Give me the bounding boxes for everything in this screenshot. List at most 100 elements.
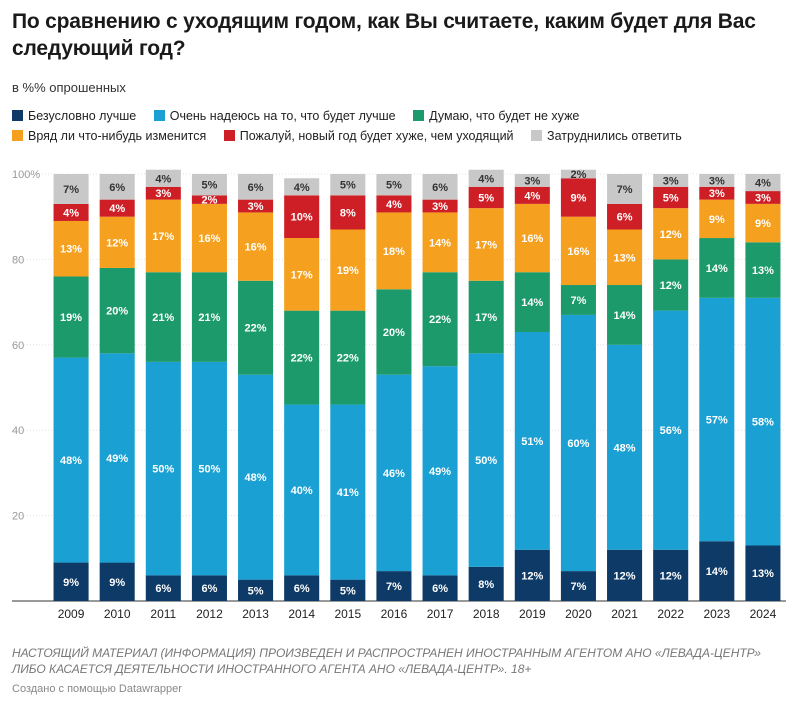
- data-label: 14%: [521, 297, 543, 309]
- data-label: 16%: [245, 242, 267, 254]
- bar-segment: [468, 169, 504, 187]
- bar-segment: [99, 267, 135, 354]
- chart-subtitle: в %% опрошенных: [12, 80, 126, 95]
- bar-segment: [145, 169, 181, 187]
- data-label: 40%: [291, 485, 313, 497]
- data-label: 6%: [432, 583, 448, 595]
- legend-swatch: [531, 130, 543, 141]
- x-tick-label: 2010: [104, 607, 131, 621]
- data-label: 7%: [617, 184, 633, 196]
- data-label: 18%: [383, 246, 405, 258]
- bar-segment: [238, 374, 274, 580]
- bar-segment: [191, 174, 227, 196]
- data-label: 6%: [201, 583, 217, 595]
- data-label: 13%: [752, 265, 774, 277]
- x-tick-label: 2012: [196, 607, 223, 621]
- data-label: 19%: [60, 312, 82, 324]
- bar-segment: [238, 579, 274, 601]
- bar-segment: [560, 169, 596, 179]
- bar-segment: [607, 229, 643, 286]
- bar-segment: [607, 174, 643, 204]
- bar-segment: [560, 178, 596, 217]
- bar-segment: [653, 549, 689, 601]
- data-label: 5%: [478, 192, 494, 204]
- data-label: 14%: [706, 263, 728, 275]
- data-label: 12%: [614, 570, 636, 582]
- bar-segment: [330, 229, 366, 311]
- data-label: 50%: [475, 455, 497, 467]
- data-label: 12%: [660, 280, 682, 292]
- legend-item-worse: Пожалуй, новый год будет хуже, чем уходя…: [223, 126, 514, 146]
- data-label: 57%: [706, 415, 728, 427]
- y-tick-label: 20: [12, 511, 24, 523]
- data-label: 48%: [60, 455, 82, 467]
- data-label: 50%: [198, 464, 220, 476]
- legend-item-no-answer: Затруднились ответить: [531, 126, 682, 146]
- legend-swatch: [153, 110, 165, 121]
- data-label: 8%: [478, 579, 494, 591]
- bar-segment: [238, 174, 274, 200]
- x-tick-label: 2018: [473, 607, 500, 621]
- x-tick-label: 2023: [703, 607, 730, 621]
- data-label: 3%: [663, 175, 679, 187]
- data-label: 20%: [106, 306, 128, 318]
- legend-label: Очень надеюсь на то, что будет лучше: [169, 109, 396, 123]
- data-label: 5%: [201, 180, 217, 192]
- x-tick-label: 2021: [611, 607, 638, 621]
- legend-swatch: [223, 130, 235, 141]
- bar-segment: [238, 199, 274, 213]
- data-label: 5%: [663, 192, 679, 204]
- bar-segment: [53, 357, 89, 563]
- data-label: 41%: [337, 487, 359, 499]
- data-label: 16%: [198, 233, 220, 245]
- data-label: 13%: [752, 568, 774, 580]
- data-label: 9%: [755, 218, 771, 230]
- data-label: 4%: [478, 173, 494, 185]
- bar-segment: [699, 186, 735, 200]
- bar-segment: [376, 212, 412, 290]
- data-label: 6%: [617, 212, 633, 224]
- data-label: 2%: [201, 195, 217, 207]
- bar-segment: [145, 361, 181, 576]
- bar-segment: [145, 272, 181, 362]
- bar-segment: [468, 208, 504, 281]
- bar-segment: [560, 314, 596, 572]
- bar-segment: [191, 575, 227, 601]
- data-label: 4%: [155, 173, 171, 185]
- bar-segment: [468, 280, 504, 354]
- x-tick-label: 2024: [750, 607, 777, 621]
- data-label: 3%: [155, 188, 171, 200]
- data-label: 56%: [660, 425, 682, 437]
- legend-label: Вряд ли что-нибудь изменится: [28, 129, 207, 143]
- data-label: 9%: [109, 577, 125, 589]
- x-tick-label: 2013: [242, 607, 269, 621]
- data-label: 20%: [383, 327, 405, 339]
- bar-segment: [330, 579, 366, 601]
- x-tick-label: 2011: [150, 607, 176, 621]
- bar-segment: [376, 174, 412, 196]
- bar-segment: [468, 353, 504, 567]
- y-tick-label: 80: [12, 254, 24, 266]
- x-tick-label: 2016: [381, 607, 408, 621]
- x-tick-label: 2009: [58, 607, 85, 621]
- bar-segment: [745, 297, 781, 546]
- data-label: 12%: [521, 570, 543, 582]
- bar-segment: [653, 174, 689, 187]
- bar-segment: [422, 272, 458, 367]
- data-label: 3%: [709, 175, 725, 187]
- bar-segment: [514, 549, 550, 601]
- bar-segment: [99, 562, 135, 601]
- bar-segment: [514, 186, 550, 204]
- bar-segment: [422, 575, 458, 601]
- bar-segment: [284, 195, 320, 239]
- data-label: 3%: [709, 188, 725, 200]
- bar-segment: [191, 272, 227, 362]
- bar-segment: [422, 366, 458, 576]
- bar-segment: [376, 374, 412, 572]
- bar-segment: [284, 404, 320, 576]
- bar-segment: [745, 242, 781, 298]
- data-label: 17%: [475, 239, 497, 251]
- bar-segment: [745, 203, 781, 243]
- data-label: 17%: [152, 231, 174, 243]
- data-label: 58%: [752, 417, 774, 429]
